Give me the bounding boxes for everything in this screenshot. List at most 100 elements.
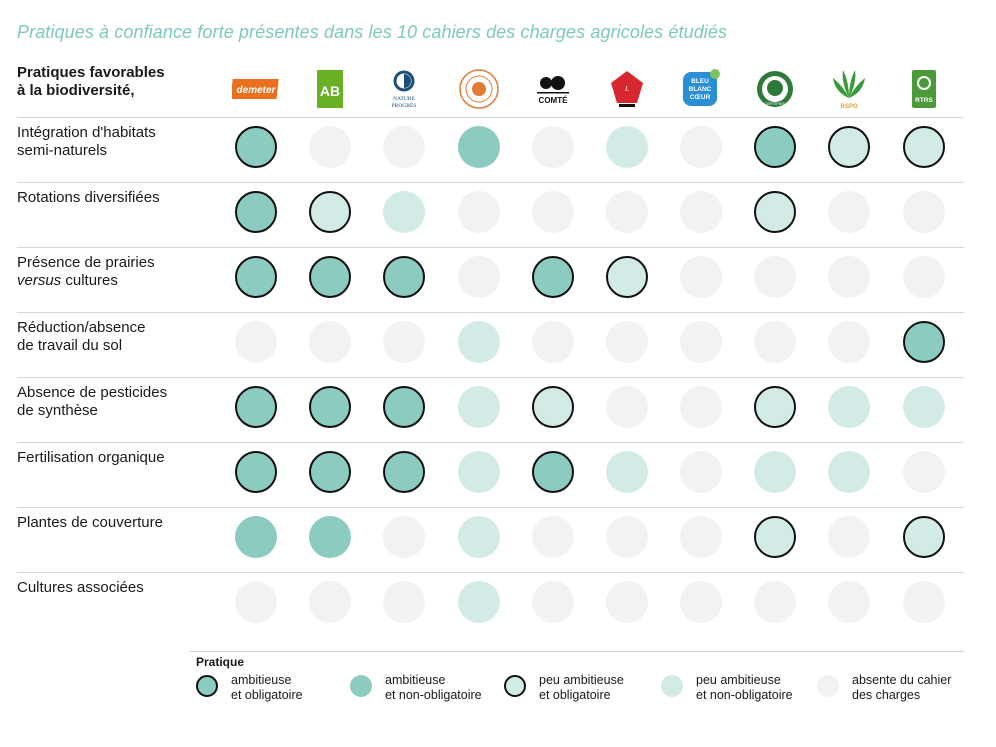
svg-text:CERTIFIED: CERTIFIED	[764, 101, 785, 106]
bleu-blanc-coeur-logo: BLEU BLANC CŒUR	[676, 66, 726, 112]
ab-logo: AB	[305, 66, 355, 112]
practice-dot-low-optional	[383, 191, 425, 233]
practice-dot-ambitious-mandatory	[235, 191, 277, 233]
practice-dot-low-mandatory	[903, 516, 945, 558]
practice-dot-ambitious-mandatory	[235, 451, 277, 493]
practice-label: Rotations diversifiées	[17, 189, 160, 206]
logo-text: RSPO	[840, 104, 857, 110]
practice-label: Réduction/absence de travail du sol	[17, 319, 146, 354]
legend-label: peu ambitieuse et non-obligatoire	[696, 673, 793, 702]
row-divider	[17, 182, 964, 183]
rainforest-alliance-logo: CERTIFIED	[750, 66, 800, 112]
rtrs-logo: RTRS	[899, 66, 949, 112]
practice-dot-absent	[606, 386, 648, 428]
practice-dot-absent	[903, 451, 945, 493]
demeter-logo: demeter	[231, 66, 281, 112]
practice-dot-low-optional	[606, 126, 648, 168]
practice-dot-ambitious-mandatory	[383, 451, 425, 493]
practice-label: Fertilisation organique	[17, 449, 165, 466]
practice-dot-ambitious-mandatory	[309, 451, 351, 493]
row-divider	[17, 247, 964, 248]
header-label: Pratiques favorables à la biodiversité,	[17, 64, 165, 99]
practice-label: Intégration d'habitats semi-naturels	[17, 124, 156, 159]
practice-dot-absent	[828, 191, 870, 233]
label-seal-logo	[454, 66, 504, 112]
logo-text: demeter	[237, 85, 277, 96]
row-divider	[17, 312, 964, 313]
practice-dot-ambitious-optional	[235, 516, 277, 558]
practice-dot-low-mandatory	[754, 516, 796, 558]
practice-dot-absent	[309, 321, 351, 363]
practice-dot-low-mandatory	[828, 126, 870, 168]
row-divider	[17, 117, 964, 118]
practice-dot-low-mandatory	[309, 191, 351, 233]
practice-dot-absent	[383, 581, 425, 623]
legend-label: absente du cahier des charges	[852, 673, 952, 702]
practice-dot-absent	[903, 191, 945, 233]
svg-text:NATURE: NATURE	[393, 96, 415, 102]
practice-dot-absent	[309, 126, 351, 168]
chart-title: Pratiques à confiance forte présentes da…	[17, 22, 728, 42]
practice-dot-absent	[680, 126, 722, 168]
practice-label: Cultures associées	[17, 579, 144, 596]
practice-dot-ambitious-mandatory	[235, 386, 277, 428]
practice-dot-absent	[680, 191, 722, 233]
nature-progres-logo: NATURE PROGRÈS	[379, 66, 429, 112]
practice-dot-low-optional	[458, 321, 500, 363]
practice-dot-absent	[828, 256, 870, 298]
practice-dot-low-optional	[458, 451, 500, 493]
practice-dot-low-optional	[903, 386, 945, 428]
practice-dot-ambitious-mandatory	[235, 126, 277, 168]
svg-text:BLEU: BLEU	[691, 78, 709, 85]
practice-dot-low-mandatory	[606, 256, 648, 298]
practice-label: Présence de prairies versus cultures	[17, 254, 155, 289]
row-divider	[17, 572, 964, 573]
practice-dot-ambitious-mandatory	[309, 386, 351, 428]
practice-dot-low-optional	[828, 451, 870, 493]
practice-dot-absent	[458, 256, 500, 298]
practice-dot-ambitious-mandatory	[532, 451, 574, 493]
legend-title: Pratique	[196, 655, 245, 669]
practice-dot-absent	[828, 516, 870, 558]
practice-dot-low-optional	[828, 386, 870, 428]
practice-dot-absent	[680, 321, 722, 363]
practice-dot-absent	[532, 516, 574, 558]
practice-dot-ambitious-mandatory	[383, 256, 425, 298]
practice-dot-absent	[383, 126, 425, 168]
practice-dot-ambitious-optional	[458, 126, 500, 168]
svg-text:L: L	[624, 85, 629, 93]
practice-dot-absent	[606, 581, 648, 623]
legend-label: peu ambitieuse et obligatoire	[539, 673, 624, 702]
practice-dot-ambitious-mandatory	[235, 256, 277, 298]
row-divider	[17, 377, 964, 378]
logo-text: RTRS	[915, 97, 933, 104]
practice-dot-absent	[680, 451, 722, 493]
practice-dot-absent	[458, 191, 500, 233]
practice-dot-absent	[680, 386, 722, 428]
practice-dot-low-optional	[458, 581, 500, 623]
practice-dot-absent	[532, 581, 574, 623]
practice-dot-absent	[903, 256, 945, 298]
practice-dot-low-mandatory	[903, 126, 945, 168]
practice-dot-absent	[235, 581, 277, 623]
comte-logo: COMTÉ	[528, 66, 578, 112]
logo-text: COMTÉ	[539, 96, 569, 105]
practice-dot-low-mandatory	[754, 386, 796, 428]
practice-dot-absent	[532, 126, 574, 168]
legend-swatch	[196, 675, 218, 697]
logo-text: AB	[320, 83, 340, 99]
label-rouge-logo: L	[602, 66, 652, 112]
row-divider	[17, 507, 964, 508]
practice-label: Plantes de couverture	[17, 514, 163, 531]
practice-dot-absent	[606, 516, 648, 558]
svg-text:PROGRÈS: PROGRÈS	[392, 101, 417, 109]
practice-dot-absent	[828, 581, 870, 623]
practice-dot-absent	[903, 581, 945, 623]
practice-dot-absent	[606, 321, 648, 363]
legend-label: ambitieuse et non-obligatoire	[385, 673, 482, 702]
practice-dot-absent	[754, 321, 796, 363]
practice-dot-ambitious-optional	[309, 516, 351, 558]
legend-divider	[190, 651, 964, 652]
svg-text:CŒUR: CŒUR	[690, 94, 711, 101]
practice-dot-ambitious-mandatory	[383, 386, 425, 428]
